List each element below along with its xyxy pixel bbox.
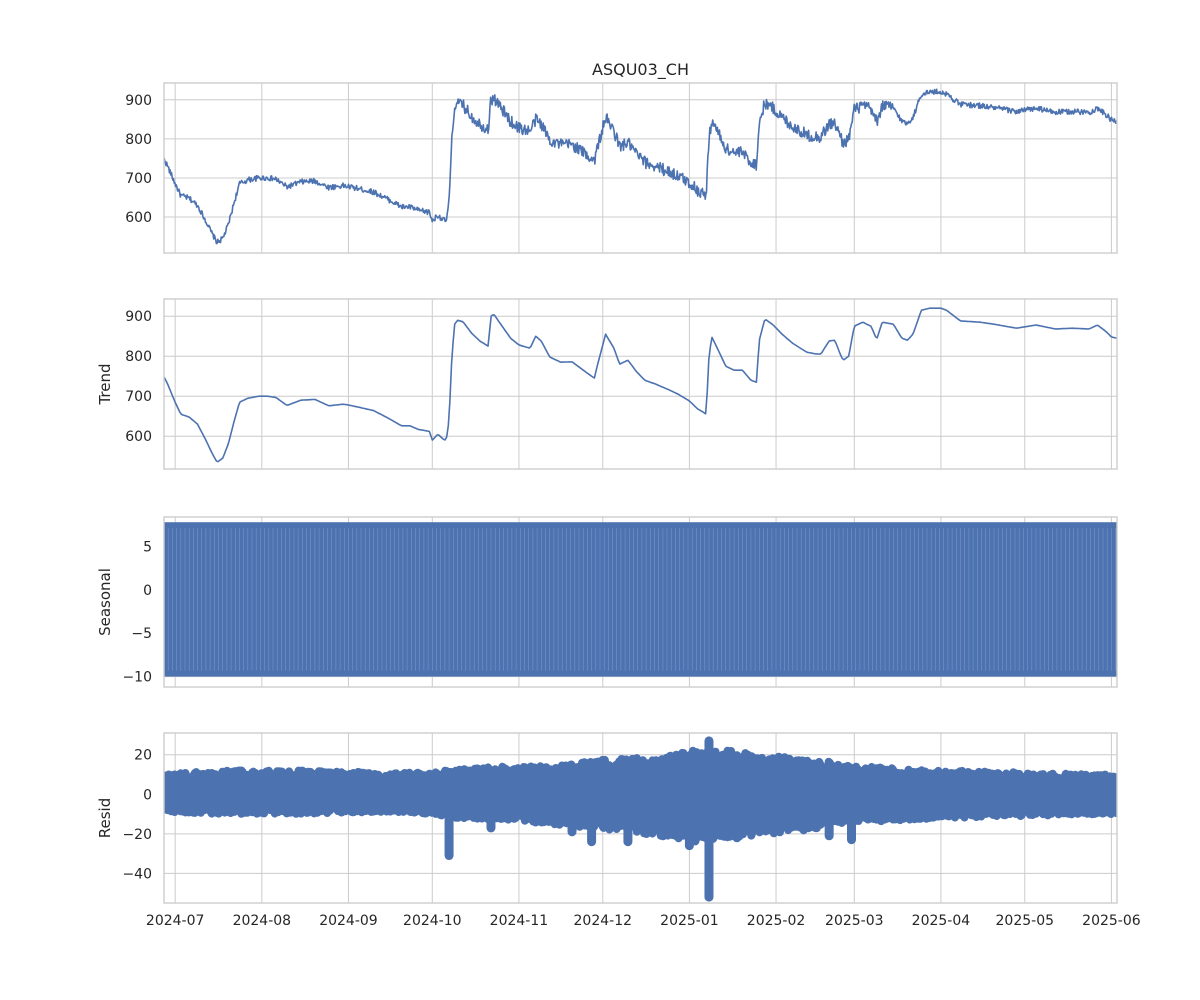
panel-1: 600 700 800 900 ASQU03_CH <box>125 60 1118 254</box>
series-group <box>164 522 1117 677</box>
plot-frame <box>163 516 1118 688</box>
panels: 600 700 800 900 ASQU03_CH 600 700 800 900 Trend −1… <box>96 60 1141 929</box>
y-tick-label: 800 <box>125 349 152 365</box>
y-tick-label: 900 <box>125 93 152 109</box>
y-tick-label: 700 <box>125 389 152 405</box>
x-tick-label: 2025-05 <box>996 913 1055 929</box>
x-tick-label: 2024-11 <box>490 913 549 929</box>
y-tick-label: 900 <box>125 309 152 325</box>
series-group <box>164 736 1117 902</box>
x-tick-label: 2024-09 <box>319 913 378 929</box>
resid-cloud <box>164 746 1117 846</box>
y-tick-label: −10 <box>122 670 152 686</box>
x-tick-label: 2025-06 <box>1082 913 1141 929</box>
y-tick-label: 600 <box>125 210 152 226</box>
seasonal-oscillation <box>164 528 1116 671</box>
y-tick-label: −20 <box>122 827 152 843</box>
y-tick-label: 20 <box>134 748 152 764</box>
x-tick-label: 2025-01 <box>660 913 719 929</box>
panel-4: −40 −20 0 20 Resid 2024-07 2024-08 2024-09 2024-… <box>96 732 1141 929</box>
series-group <box>164 88 1117 245</box>
chart-title: ASQU03_CH <box>592 60 689 80</box>
x-tick-label: 2025-04 <box>912 913 971 929</box>
plot-frame <box>163 732 1118 904</box>
y-tick-label: −40 <box>122 866 152 882</box>
y-tick-label: 0 <box>143 787 152 803</box>
plot-frame <box>163 298 1118 470</box>
x-tick-label: 2024-12 <box>574 913 633 929</box>
series-line <box>164 88 1117 245</box>
y-tick-label: −5 <box>131 626 152 642</box>
plot-area <box>164 299 1117 469</box>
panel-3: −10 −5 0 5 Seasonal <box>96 516 1118 688</box>
x-tick-label: 2024-07 <box>146 913 205 929</box>
y-tick-label: 600 <box>125 429 152 445</box>
y-axis-label: Trend <box>96 363 114 405</box>
x-tick-label: 2024-10 <box>403 913 462 929</box>
seasonal-band <box>164 522 1117 677</box>
panel-2: 600 700 800 900 Trend <box>96 298 1118 470</box>
y-tick-label: 800 <box>125 132 152 148</box>
y-tick-label: 5 <box>143 539 152 555</box>
y-axis-label: Seasonal <box>96 568 114 636</box>
y-tick-label: 0 <box>143 583 152 599</box>
x-tick-label: 2024-08 <box>233 913 292 929</box>
x-tick-label: 2025-03 <box>825 913 884 929</box>
plot-area <box>164 83 1117 253</box>
series-line <box>164 307 1117 463</box>
series-group <box>164 307 1117 463</box>
plot-frame <box>163 82 1118 254</box>
x-tick-label: 2025-02 <box>747 913 806 929</box>
y-axis-label: Resid <box>96 798 114 838</box>
y-tick-label: 700 <box>125 171 152 187</box>
